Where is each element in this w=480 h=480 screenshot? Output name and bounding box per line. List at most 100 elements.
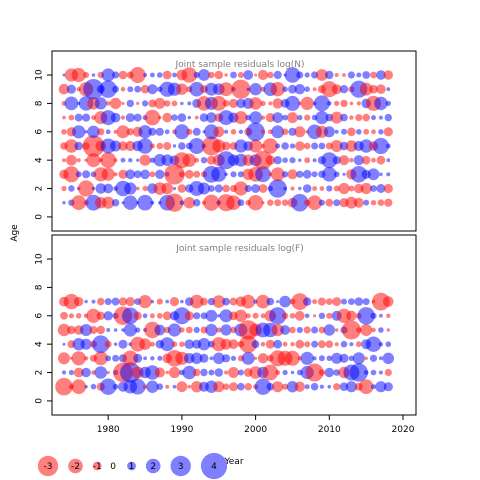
bubble xyxy=(155,127,164,136)
bubble xyxy=(136,158,140,162)
bubble xyxy=(372,137,389,155)
bubble xyxy=(209,356,214,361)
bubble xyxy=(383,382,393,392)
bubble xyxy=(228,339,239,350)
bubble xyxy=(82,113,91,122)
legend-bubble xyxy=(92,461,102,471)
bubble xyxy=(304,384,310,390)
bubble xyxy=(318,326,326,334)
bubble xyxy=(272,98,283,109)
bubble xyxy=(191,381,203,393)
bubble xyxy=(214,70,224,80)
bubble xyxy=(251,184,260,193)
bubble xyxy=(367,168,380,181)
bubble xyxy=(281,199,289,206)
bubble xyxy=(317,297,326,306)
bubble xyxy=(154,97,166,109)
bubble xyxy=(230,355,237,361)
bubble xyxy=(94,97,107,110)
bubble xyxy=(212,139,226,153)
bubble xyxy=(147,84,158,95)
bubble xyxy=(252,312,259,319)
bubble xyxy=(97,128,105,136)
bubble xyxy=(295,339,305,349)
bubble xyxy=(82,135,105,157)
bubble xyxy=(150,72,155,78)
y-tick-label: 6 xyxy=(35,313,45,319)
bubble xyxy=(333,171,340,178)
bubble xyxy=(325,298,333,305)
panel-top-title: Joint sample residuals log(N) xyxy=(174,60,304,70)
y-tick-label: 0 xyxy=(35,214,45,220)
bubble xyxy=(89,326,98,334)
bubble xyxy=(224,172,228,176)
bubble xyxy=(349,342,354,347)
bubble xyxy=(362,298,370,306)
bubble xyxy=(172,384,177,389)
bubble xyxy=(189,81,204,97)
bubble xyxy=(312,186,317,191)
bubble xyxy=(213,381,225,393)
bubble xyxy=(363,199,370,206)
bubble xyxy=(169,297,180,307)
bubble xyxy=(74,113,83,122)
legend-bubble xyxy=(170,455,191,477)
bubble xyxy=(322,167,337,182)
bubble xyxy=(80,338,92,350)
bubble xyxy=(125,297,135,307)
bubble xyxy=(145,365,160,380)
bubble xyxy=(342,172,346,176)
bubble xyxy=(307,195,322,210)
bubble xyxy=(312,158,317,163)
bubble xyxy=(311,340,319,348)
bubble xyxy=(120,115,126,120)
bubble xyxy=(105,101,111,106)
bubble xyxy=(102,196,115,209)
bubble xyxy=(62,115,66,120)
bubble xyxy=(158,115,162,120)
bubble xyxy=(311,326,319,334)
bubble xyxy=(187,384,192,389)
bubble xyxy=(81,367,91,378)
bubble xyxy=(348,298,355,305)
bubble xyxy=(386,87,391,92)
bubble xyxy=(362,71,371,79)
bubble xyxy=(241,294,256,309)
bubble xyxy=(103,311,113,321)
y-tick-label: 0 xyxy=(35,398,45,404)
bubble xyxy=(99,80,117,98)
bubble xyxy=(304,86,311,92)
bubble xyxy=(86,308,101,323)
bubble xyxy=(118,297,128,306)
bubble xyxy=(349,157,354,163)
bubble xyxy=(180,299,184,304)
bubble xyxy=(179,200,185,205)
bubble xyxy=(302,169,312,179)
bubble xyxy=(247,195,264,211)
bubble xyxy=(135,327,141,333)
bubble xyxy=(154,324,166,336)
bubble xyxy=(111,297,120,306)
bubble xyxy=(133,353,143,363)
bubble xyxy=(217,314,221,318)
bubble xyxy=(212,295,226,308)
bubble xyxy=(211,96,227,111)
bubble xyxy=(313,95,330,112)
bubble xyxy=(168,366,181,379)
bubble xyxy=(78,180,95,197)
bubble xyxy=(226,195,241,210)
bubble xyxy=(304,341,311,348)
bubble xyxy=(206,112,217,123)
bubble xyxy=(172,72,177,78)
bubble xyxy=(360,324,373,336)
bubble xyxy=(113,158,118,163)
bubble xyxy=(156,142,164,150)
bubble xyxy=(369,84,378,94)
bubble xyxy=(275,143,281,149)
bubble xyxy=(164,164,185,185)
x-axis: 1980 1990 2000 2010 2020 xyxy=(97,415,415,435)
bubble xyxy=(157,72,163,78)
bubble xyxy=(265,155,276,165)
bubble xyxy=(118,141,128,151)
bubble xyxy=(177,184,187,193)
